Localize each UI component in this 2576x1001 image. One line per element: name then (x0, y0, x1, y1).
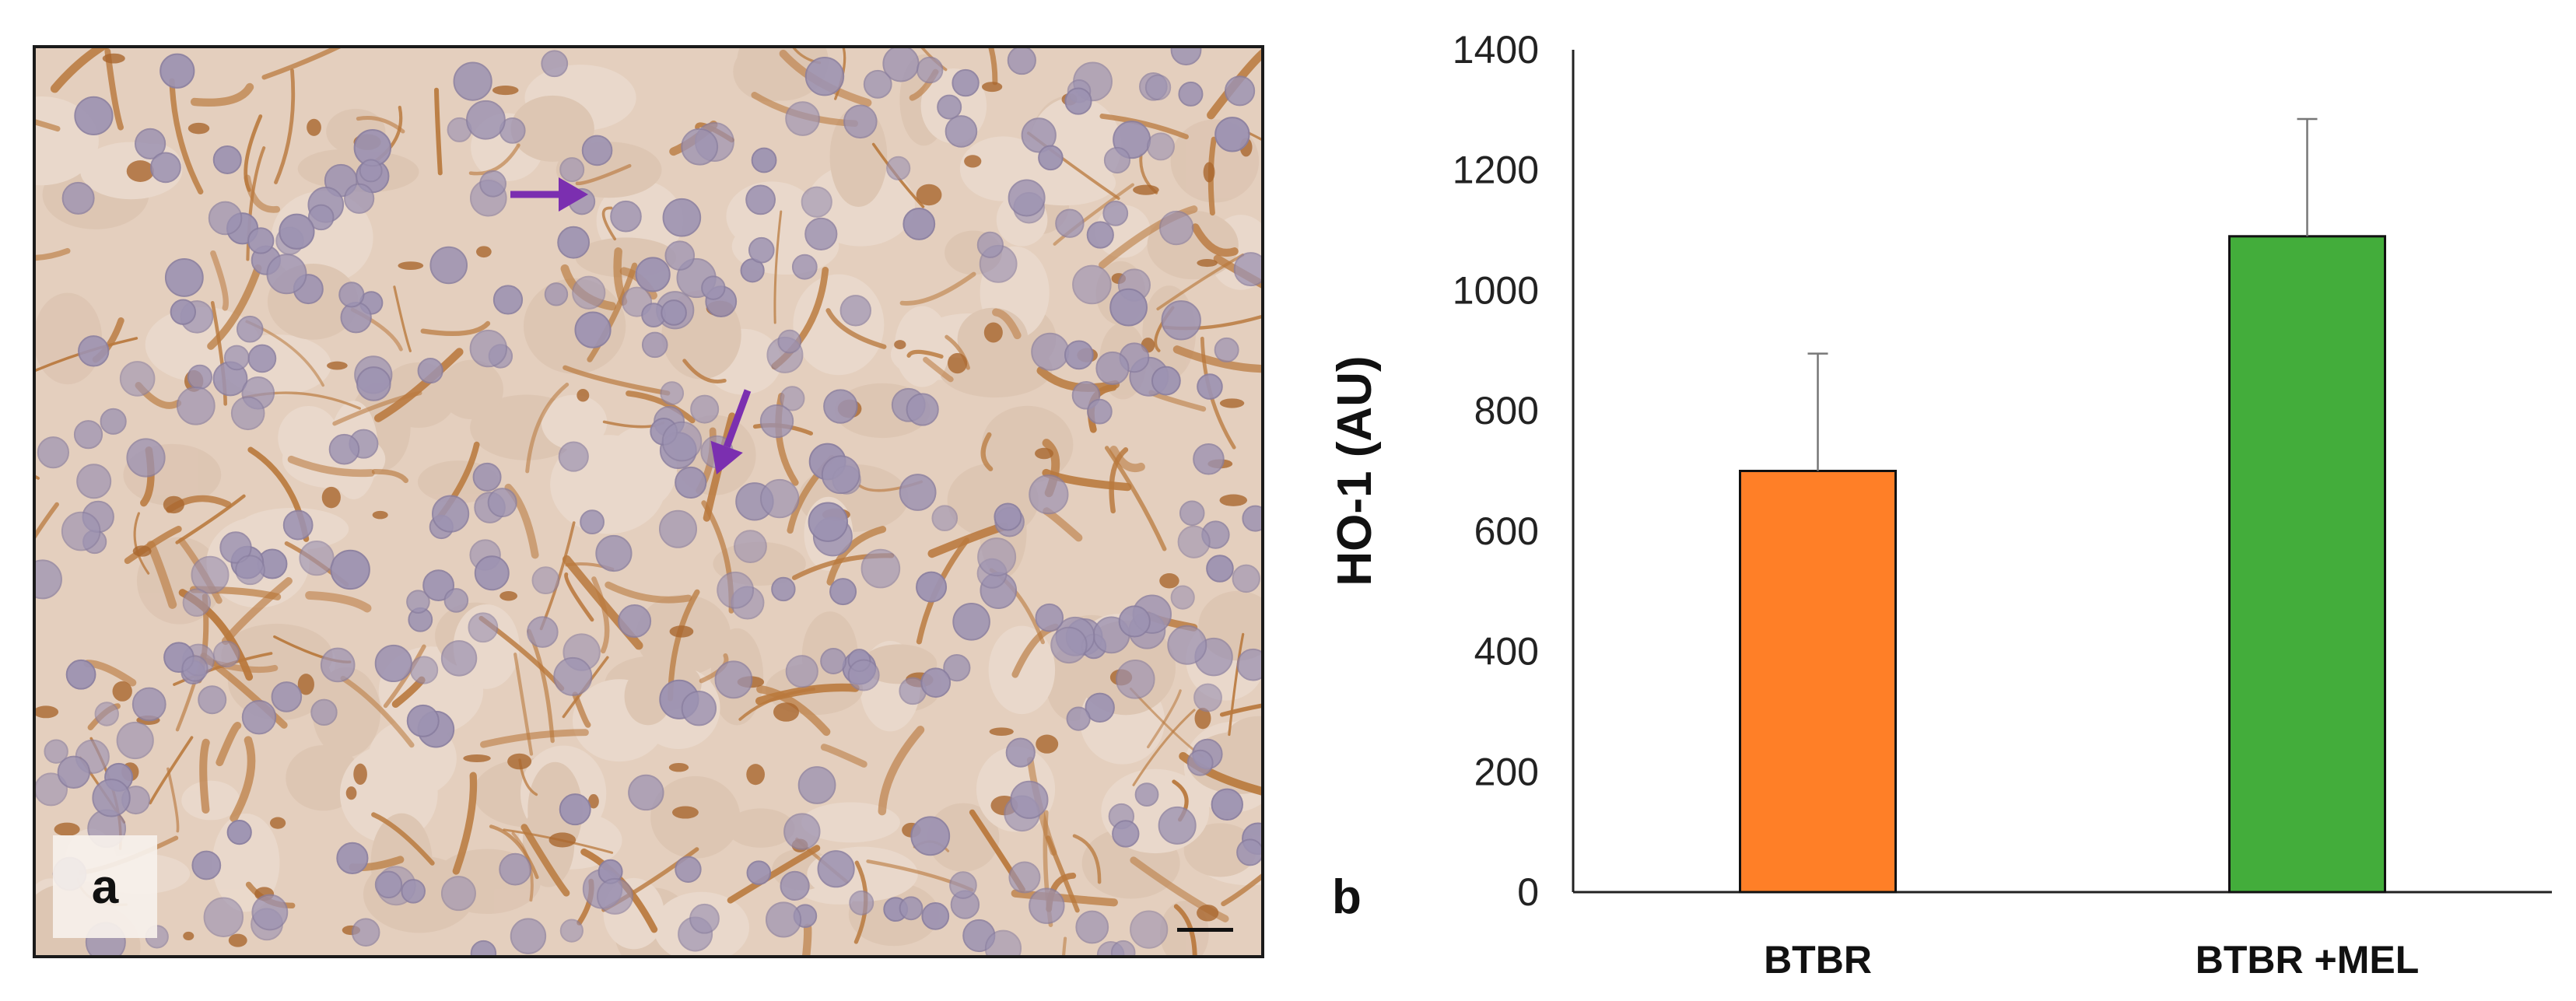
y-tick-label: 1400 (1453, 28, 1539, 72)
y-axis (1572, 50, 2552, 894)
y-tick-label: 1200 (1453, 149, 1539, 192)
bar-chart: 0 200 400 600 800 1000 1200 1400 HO-1 (AU) BTBR… (1328, 28, 2552, 982)
error-bar (1807, 352, 1828, 471)
y-tick-label: 1000 (1453, 268, 1539, 312)
bar (2228, 235, 2386, 894)
y-tick-label: 400 (1474, 630, 1539, 674)
annotation-arrow-icon (510, 177, 588, 212)
error-bar (2297, 117, 2318, 236)
bar (1739, 470, 1897, 894)
error-bars (1807, 117, 2318, 471)
micrograph-panel: a (33, 45, 1264, 958)
panel-a-label: a (53, 835, 157, 938)
y-tick-label: 800 (1474, 389, 1539, 432)
y-tick-labels: 0 200 400 600 800 1000 1200 1400 (1453, 28, 1539, 914)
x-category-labels: BTBR BTBR +MEL (1764, 938, 2419, 982)
y-tick-label: 200 (1474, 750, 1539, 793)
panel-b-label: b (1332, 870, 1362, 924)
liver-tissue-image (36, 48, 1261, 955)
scale-bar (1177, 928, 1233, 932)
bars (1739, 235, 2386, 894)
x-category-label: BTBR +MEL (2196, 938, 2420, 982)
y-tick-label: 0 (1517, 870, 1539, 914)
y-axis-label: HO-1 (AU) (1328, 355, 1382, 586)
annotation-arrow-icon (710, 389, 752, 474)
x-category-label: BTBR (1764, 938, 1872, 982)
y-tick-label: 600 (1474, 509, 1539, 553)
